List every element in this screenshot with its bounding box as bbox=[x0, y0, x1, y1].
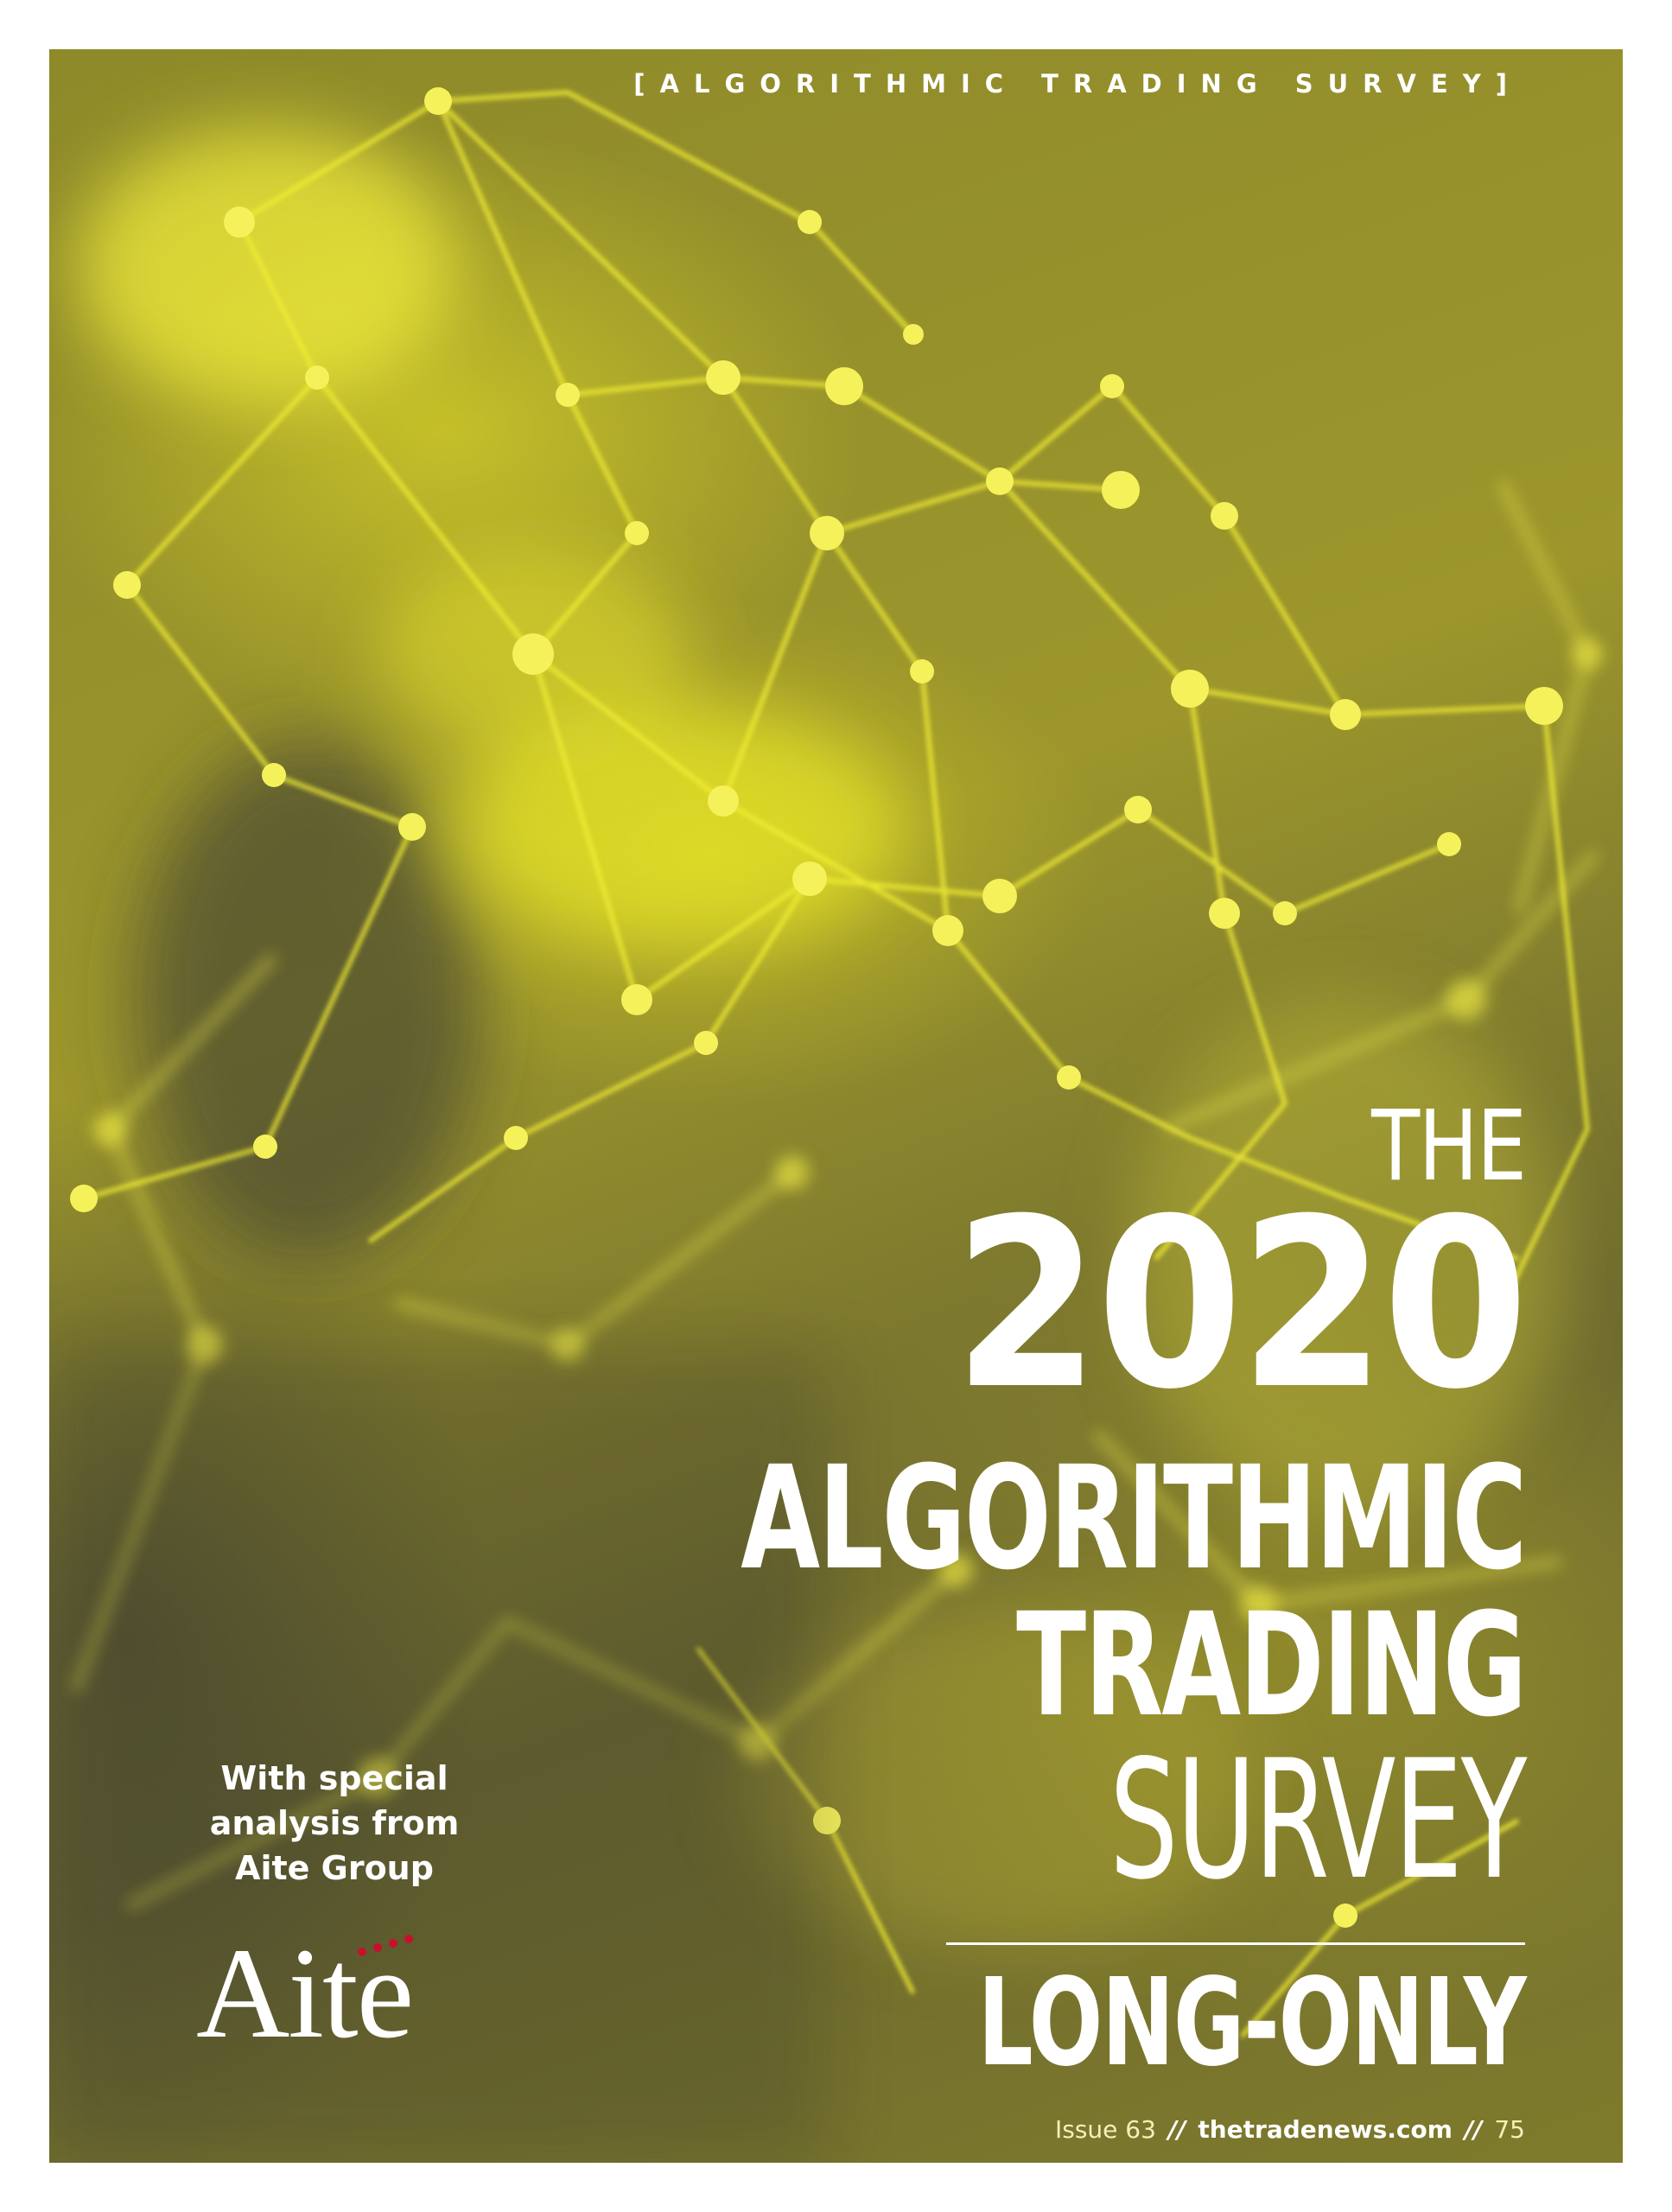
sponsor-note: With special analysis from Aite Group bbox=[196, 1756, 473, 1891]
cover-page: [ALGORITHMIC TRADING SURVEY] THE 2020 AL… bbox=[49, 49, 1623, 2163]
issue-number: Issue 63 bbox=[1054, 2115, 1156, 2144]
section-tag: [ALGORITHMIC TRADING SURVEY] bbox=[633, 69, 1522, 99]
title-subtitle: LONG-ONLY bbox=[977, 1953, 1526, 2094]
title-trading: TRADING bbox=[1015, 1582, 1527, 1748]
near-network bbox=[83, 90, 1590, 2038]
sponsor-line-1: With special bbox=[220, 1759, 448, 1797]
sponsor-line-3: Aite Group bbox=[235, 1849, 434, 1887]
website-link[interactable]: thetradenews.com bbox=[1198, 2115, 1453, 2144]
title-survey: SURVEY bbox=[1109, 1725, 1527, 1916]
page-footer: Issue 63 // thetradenews.com // 75 bbox=[1055, 2114, 1525, 2145]
aite-logo-dots bbox=[358, 1935, 413, 1956]
sponsor-line-2: analysis from bbox=[209, 1804, 460, 1842]
page-number: 75 bbox=[1494, 2115, 1525, 2144]
aite-logo: Aite bbox=[196, 1907, 455, 2071]
network-background-graphic bbox=[49, 87, 1603, 2163]
title-year: 2020 bbox=[953, 1168, 1529, 1440]
footer-separator: // bbox=[1167, 2115, 1186, 2144]
footer-separator: // bbox=[1464, 2115, 1483, 2144]
title-the: THE bbox=[1370, 1090, 1527, 1203]
title-algorithmic: ALGORITHMIC bbox=[740, 1435, 1527, 1601]
title-divider bbox=[946, 1942, 1525, 1945]
near-nodes bbox=[70, 87, 1563, 1928]
